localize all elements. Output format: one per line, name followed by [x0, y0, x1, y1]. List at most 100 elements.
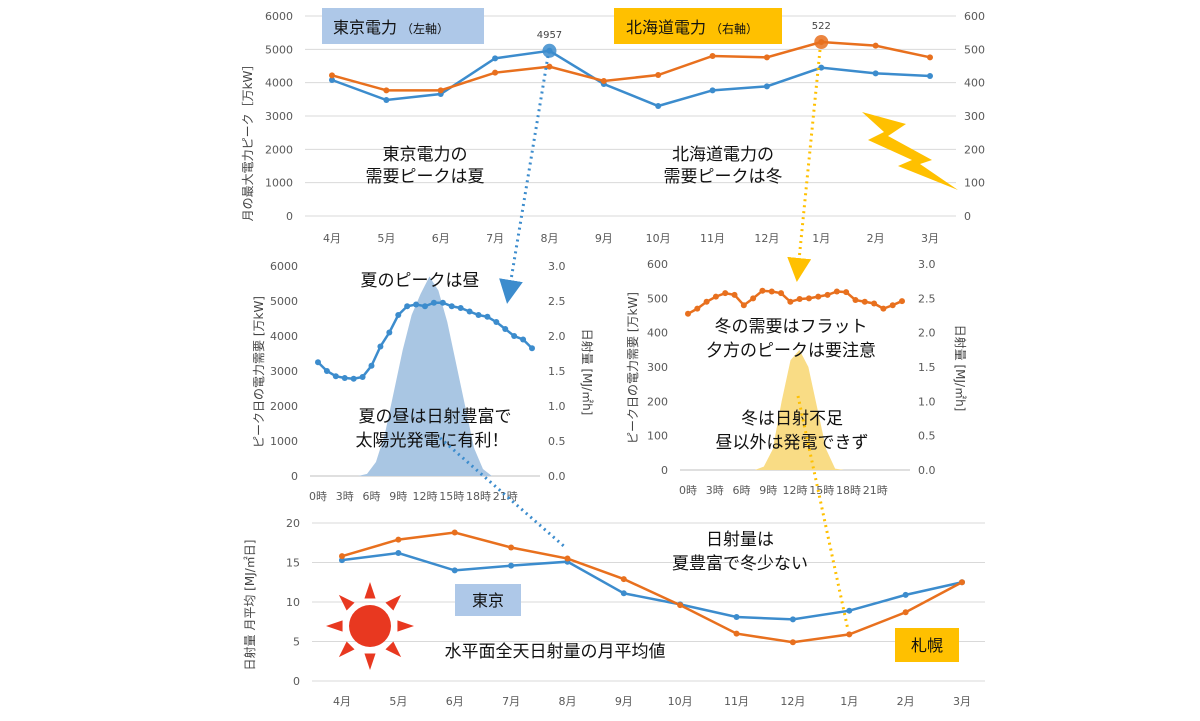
winter-insolation-area — [688, 349, 902, 470]
summer-day-x-ticks: 0時 3時 6時 9時 12時 15時 18時 21時 — [309, 490, 518, 503]
x-tick-label: 18時 — [836, 484, 861, 497]
x-tick-label: 9時 — [759, 484, 777, 497]
demand-point — [815, 293, 822, 300]
demand-point — [493, 319, 500, 325]
hokkaido-peak-note-line1: 北海道電力の — [672, 145, 774, 165]
hokkaido-peak-point — [927, 54, 933, 61]
lightning-icon — [862, 112, 958, 190]
summer-note-line1: 夏の昼は日射豊富で — [359, 407, 512, 427]
x-tick-label: 9月 — [595, 232, 613, 245]
y-tick-label: 100 — [647, 430, 668, 443]
x-tick-label: 2月 — [867, 232, 885, 245]
x-tick-label: 9月 — [615, 695, 633, 708]
tokyo-peak-point — [655, 103, 662, 109]
y-tick-label: 20 — [286, 517, 300, 530]
y-tick-label: 1.0 — [548, 400, 566, 413]
y-tick-label: 400 — [647, 327, 668, 340]
x-tick-label: 10月 — [668, 695, 693, 708]
demand-point — [824, 291, 831, 298]
sapporo-insolation-point — [959, 579, 965, 586]
demand-point — [475, 312, 482, 318]
y-tick-label: 200 — [647, 395, 668, 408]
peak-highlight-marker — [814, 35, 829, 49]
tokyo-insolation-point — [451, 567, 458, 574]
hokkaido-peak-point — [763, 54, 770, 61]
demand-point — [861, 298, 868, 305]
demand-point — [843, 289, 850, 296]
demand-point — [529, 345, 535, 352]
summer-peak-connector — [499, 55, 550, 304]
demand-point — [871, 300, 878, 307]
monthly-peak-y-axis-label: 月の最大電力ピーク［万kW］ — [241, 59, 255, 222]
tokyo-series-tag-label: 東京 — [472, 591, 504, 610]
x-tick-label: 0時 — [679, 484, 697, 497]
y-tick-label: 0.5 — [918, 430, 936, 443]
hokkaido-peak-point — [329, 72, 335, 79]
winter-insolation-connector — [796, 395, 850, 631]
demand-point — [712, 293, 719, 300]
y-tick-label: 0 — [293, 675, 300, 688]
y-tick-label: 600 — [964, 10, 985, 23]
y-tick-label: 2.0 — [548, 330, 566, 343]
sapporo-insolation-point — [789, 639, 796, 646]
demand-point — [448, 303, 455, 310]
tokyo-insolation-point — [395, 550, 402, 557]
x-tick-label: 21時 — [863, 484, 888, 497]
demand-point — [377, 343, 384, 350]
monthly-insolation-chart: 0 5 10 15 20 4月 5月 6月 7月 8月 9月 10月 11月 12月 1月 2月 3月 日射量… — [242, 517, 985, 708]
y-tick-label: 1.0 — [918, 395, 936, 408]
summer-day-y-ticks-right: 0.0 0.5 1.0 1.5 2.0 2.5 3.0 — [548, 260, 566, 483]
x-tick-label: 7月 — [502, 695, 520, 708]
y-tick-label: 0.0 — [548, 470, 566, 483]
demand-point — [386, 329, 393, 336]
hokkaido-legend-box — [614, 8, 782, 44]
sapporo-insolation-point — [620, 576, 627, 583]
demand-point — [332, 373, 339, 380]
x-tick-label: 6月 — [446, 695, 464, 708]
y-tick-label: 0 — [964, 210, 971, 223]
tokyo-insolation-line — [341, 551, 963, 621]
y-tick-label: 300 — [964, 110, 985, 123]
y-tick-label: 500 — [964, 43, 985, 56]
sapporo-insolation-point — [733, 630, 740, 637]
x-tick-label: 11月 — [700, 232, 725, 245]
demand-point — [685, 310, 691, 317]
sapporo-series-tag-label: 札幌 — [911, 636, 943, 655]
monthly-peak-series: 4957 522 — [329, 21, 933, 109]
sun-ray — [338, 594, 355, 611]
hokkaido-peak-point — [383, 87, 390, 94]
x-tick-label: 6時 — [733, 484, 751, 497]
y-tick-label: 0.5 — [548, 435, 566, 448]
summer-day-y-axis-label-right: 日射量 [MJ/㎡h] — [580, 329, 595, 416]
y-tick-label: 4000 — [265, 77, 293, 90]
y-tick-label: 600 — [647, 258, 668, 271]
y-tick-label: 15 — [286, 557, 300, 570]
tokyo-insolation-point — [508, 562, 515, 569]
tokyo-peak-point — [709, 87, 716, 94]
winter-note-line1: 冬の需要はフラット — [715, 317, 868, 337]
summer-note-line2: 太陽光発電に有利！ — [356, 431, 509, 451]
y-tick-label: 500 — [647, 292, 668, 305]
insolation-area — [318, 276, 532, 476]
sapporo-insolation-point — [508, 544, 515, 551]
tokyo-insolation-point — [733, 614, 740, 621]
demand-point — [796, 296, 803, 303]
tokyo-peak-point — [818, 64, 825, 71]
insolation-note-line1: 日射量は — [706, 530, 774, 550]
demand-point — [350, 375, 357, 382]
winter-day-chart: 0 100 200 300 400 500 600 0.0 0.5 1.0 1.5 2.0 2.5 3.… — [626, 258, 968, 497]
peak-data-label: 4957 — [537, 30, 562, 41]
sun-ray — [338, 641, 355, 658]
demand-point — [731, 291, 738, 298]
tokyo-peak-point — [492, 55, 499, 62]
demand-point — [740, 302, 747, 309]
demand-point — [466, 308, 473, 315]
y-tick-label: 5000 — [265, 43, 293, 56]
demand-point — [694, 305, 701, 312]
x-tick-label: 12時 — [413, 490, 438, 503]
y-tick-label: 200 — [964, 143, 985, 156]
y-tick-label: 3.0 — [548, 260, 566, 273]
y-tick-label: 6000 — [270, 260, 298, 273]
tokyo-peak-line — [331, 49, 931, 108]
y-tick-label: 1000 — [270, 435, 298, 448]
